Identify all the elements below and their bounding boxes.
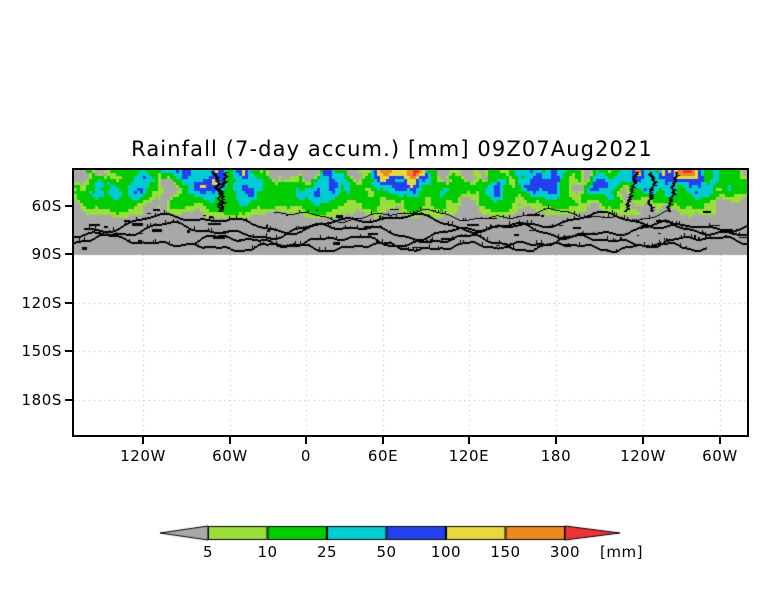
- colorbar-swatches: [155, 520, 635, 546]
- x-axis-tick-label: 60W: [702, 447, 738, 465]
- colorbar-tick-label: 300: [549, 543, 581, 561]
- y-axis-tick-label: 180S: [21, 391, 62, 409]
- x-axis-tick-mark: [468, 437, 470, 444]
- y-axis-tick-label: 60S: [31, 197, 62, 215]
- colorbar-tick-label: 50: [376, 543, 397, 561]
- map-gridlines: [74, 170, 747, 435]
- y-axis-tick-mark: [65, 205, 72, 207]
- y-axis-tick-mark: [65, 253, 72, 255]
- y-axis-tick-mark: [65, 302, 72, 304]
- y-axis-tick-label: 150S: [21, 342, 62, 360]
- x-axis-tick-label: 120W: [120, 447, 166, 465]
- y-axis-tick-mark: [65, 350, 72, 352]
- x-axis-tick-label: 120E: [448, 447, 490, 465]
- x-axis-tick-mark: [229, 437, 231, 444]
- x-axis-tick-label: 0: [300, 447, 312, 465]
- map-plot-area: [72, 168, 749, 437]
- x-axis-tick-mark: [382, 437, 384, 444]
- y-axis-tick-label: 120S: [21, 294, 62, 312]
- colorbar-tick-label: 10: [257, 543, 278, 561]
- colorbar-tick-label: 5: [202, 543, 214, 561]
- colorbar: 5 10 25 50 100 150 300 [mm]: [155, 520, 642, 565]
- colorbar-tick-label: 150: [490, 543, 521, 561]
- y-axis-tick-mark: [65, 399, 72, 401]
- x-axis-tick-label: 120W: [620, 447, 666, 465]
- x-axis-tick-mark: [642, 437, 644, 444]
- colorbar-unit-label: [mm]: [600, 543, 643, 561]
- colorbar-tick-label: 25: [316, 543, 338, 561]
- page-title: Rainfall (7-day accum.) [mm] 09Z07Aug202…: [131, 137, 653, 161]
- x-axis-tick-label: 60E: [367, 447, 399, 465]
- y-axis-tick-label: 90S: [31, 245, 62, 263]
- x-axis-tick-mark: [142, 437, 144, 444]
- x-axis-tick-mark: [555, 437, 557, 444]
- x-axis-tick-label: 60W: [212, 447, 248, 465]
- x-axis-tick-label: 180: [540, 447, 572, 465]
- x-axis-tick-mark: [719, 437, 721, 444]
- x-axis-tick-mark: [305, 437, 307, 444]
- colorbar-tick-label: 100: [430, 543, 462, 561]
